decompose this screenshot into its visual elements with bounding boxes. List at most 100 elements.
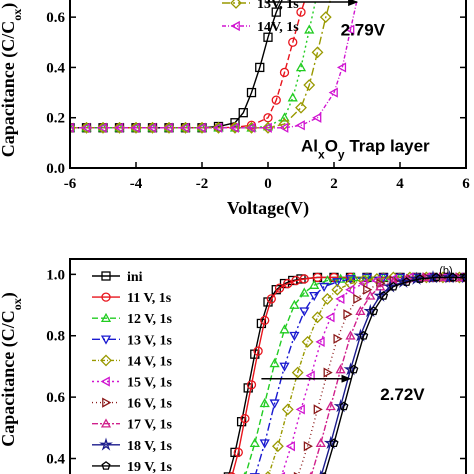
data-point [312, 272, 323, 283]
data-point [279, 67, 290, 78]
annotation-shift: 2.72V [380, 385, 425, 404]
data-point [296, 7, 306, 17]
data-point [344, 277, 357, 290]
data-point [262, 122, 272, 133]
data-point [213, 122, 223, 133]
legend-label: 12 V, 1s [127, 312, 173, 327]
data-point [274, 283, 285, 293]
data-point [335, 293, 345, 305]
data-point [271, 95, 281, 105]
legend-marker [102, 397, 112, 408]
y-tick-label: 0.6 [46, 390, 65, 406]
data-point [147, 122, 157, 133]
data-point [378, 291, 389, 300]
x-tick-label: 0 [264, 176, 272, 192]
x-tick-label: -4 [130, 176, 143, 192]
data-point [255, 62, 265, 73]
data-point [388, 281, 398, 291]
data-point [281, 403, 294, 416]
panel-b-chart: 1.0 0.8 0.6 0.4 Capacitance (C/Cox) ini 11 V, … [0, 258, 467, 474]
data-point [233, 447, 243, 458]
x-tick-label: -2 [196, 176, 209, 192]
data-point [336, 62, 347, 73]
data-point [333, 333, 343, 344]
y-tick-label: 1.0 [46, 267, 65, 283]
data-point [289, 331, 300, 342]
legend-label: 16 V, 1s [127, 397, 173, 412]
data-point [304, 24, 315, 34]
series-line [324, 276, 466, 474]
data-point [283, 278, 293, 289]
data-point [299, 287, 310, 297]
data-point [345, 275, 356, 285]
data-point [303, 79, 316, 91]
series-line [320, 276, 466, 474]
data-point [301, 335, 314, 348]
data-point [246, 122, 256, 133]
data-point [295, 120, 305, 131]
y-tick-label: 0.4 [46, 60, 65, 76]
data-point [331, 283, 344, 296]
series-line [70, 0, 358, 129]
data-point [271, 440, 284, 453]
legend-label: 15 V, 1s [127, 376, 173, 391]
data-point [269, 399, 280, 409]
data-point [196, 122, 206, 133]
legend-label: 19 V, 1s [127, 460, 173, 474]
data-point [312, 112, 322, 123]
series-b-3 [249, 273, 466, 474]
data-point [402, 277, 412, 286]
data-point [319, 11, 332, 24]
data-point [325, 312, 335, 323]
x-tick-label: 2 [330, 176, 338, 192]
data-point [229, 122, 239, 133]
data-point [246, 87, 257, 98]
data-point [259, 439, 270, 449]
data-point [415, 274, 425, 283]
data-point [318, 282, 330, 292]
data-point [114, 122, 124, 133]
data-point [332, 278, 343, 288]
data-point [253, 346, 263, 356]
data-point [223, 472, 234, 474]
data-point [345, 284, 355, 295]
data-point [345, 24, 355, 35]
data-point [240, 413, 250, 424]
data-point [260, 315, 270, 326]
legend-marker [100, 335, 112, 345]
data-point [335, 364, 346, 374]
data-point [279, 112, 290, 122]
data-point [269, 358, 280, 368]
data-point [363, 284, 373, 295]
data-point [376, 278, 386, 289]
legend-marker [101, 292, 111, 302]
y-tick-label: 0.8 [46, 329, 65, 345]
legend-label: 14V, 1s [257, 20, 299, 35]
data-point [349, 364, 359, 374]
data-point [299, 307, 310, 317]
annotation-shift: 2.79V [341, 21, 386, 40]
data-point [321, 292, 334, 305]
data-point [279, 122, 289, 133]
data-point [431, 272, 441, 282]
data-point [263, 32, 273, 42]
data-point [448, 272, 458, 282]
legend-label: ini [127, 270, 143, 285]
legend-marker [230, 20, 240, 32]
data-point [288, 37, 298, 47]
data-point [299, 274, 309, 284]
data-point [339, 401, 349, 411]
data-point [295, 101, 307, 114]
y-tick-label: 0.6 [46, 10, 65, 26]
data-point [246, 380, 257, 390]
data-point [291, 366, 304, 379]
data-point [278, 118, 291, 130]
legend-marker [99, 437, 113, 451]
legend-marker [100, 354, 112, 367]
y-tick-label: 0.0 [46, 161, 65, 177]
data-point [305, 370, 315, 381]
data-point [325, 400, 336, 411]
data-point [81, 122, 91, 133]
x-tick-label: -6 [64, 176, 77, 192]
data-point [309, 291, 320, 302]
